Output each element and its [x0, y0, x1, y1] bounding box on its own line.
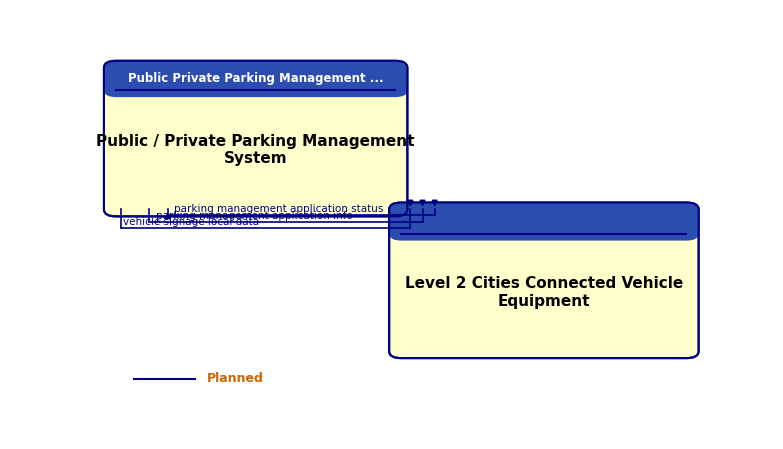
FancyBboxPatch shape: [389, 202, 698, 241]
Text: Level 2 Cities Connected Vehicle
Equipment: Level 2 Cities Connected Vehicle Equipme…: [405, 276, 683, 308]
Text: Planned: Planned: [207, 372, 264, 385]
FancyBboxPatch shape: [389, 202, 698, 358]
Bar: [116, 78, 395, 90]
Text: parking management application info: parking management application info: [156, 211, 352, 220]
Text: Public Private Parking Management ...: Public Private Parking Management ...: [128, 72, 384, 85]
Bar: [402, 220, 687, 233]
Text: parking management application status: parking management application status: [174, 203, 383, 214]
FancyBboxPatch shape: [104, 61, 407, 216]
FancyBboxPatch shape: [104, 61, 407, 97]
Text: Public / Private Parking Management
System: Public / Private Parking Management Syst…: [96, 134, 415, 166]
Text: vehicle signage local data: vehicle signage local data: [124, 217, 259, 228]
